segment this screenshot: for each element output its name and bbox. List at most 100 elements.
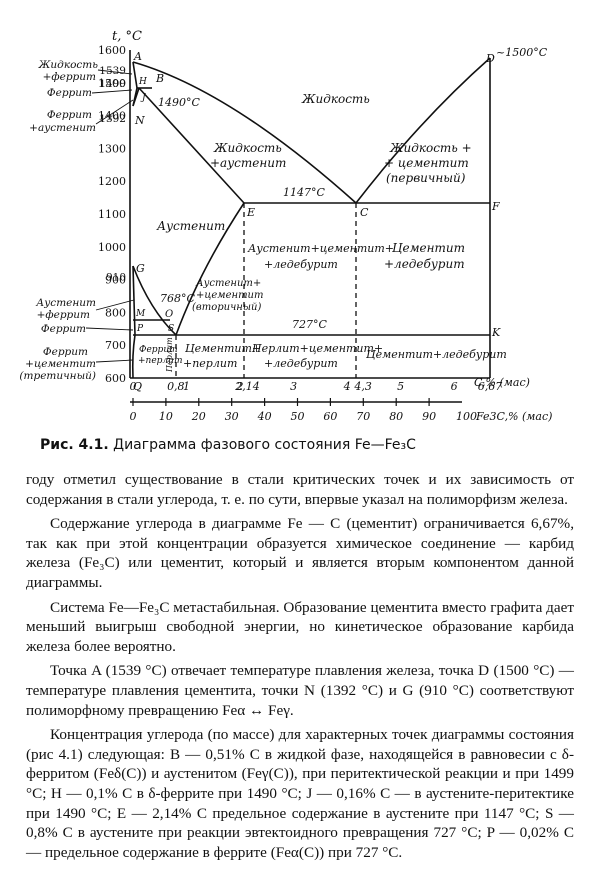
x-bottom-tick-label: 70 <box>356 410 370 423</box>
point-j: J <box>140 93 147 103</box>
x-top-tick-label: 2,14 <box>234 380 260 393</box>
y-axis-title: t, °C <box>112 29 142 44</box>
region-pearlite-vertical: Перлит <box>165 337 174 373</box>
region-austenite: Аустенит <box>156 219 225 233</box>
point-c: C <box>360 206 369 219</box>
x-top-tick-label: 6 <box>451 380 458 393</box>
phase-diagram: 1600150014001300120011001000900800700600… <box>19 29 552 423</box>
solidus-je <box>138 87 245 204</box>
body-text: году отметил существование в стали крити… <box>26 470 574 867</box>
region-cem-pearlite-1: Цементит+ <box>185 342 261 355</box>
point-f: F <box>491 200 500 213</box>
left-aust-ferrite-1: Аустенит <box>35 297 96 309</box>
region-cem-pearlite-2: +перлит <box>183 357 237 370</box>
region-pearl-cem-led-2: +ледебурит <box>264 357 338 370</box>
liquidus-abc <box>132 61 357 204</box>
region-aust-cem-led-2: +ледебурит <box>264 258 338 271</box>
region-aust-cem-sec-1: Аустенит+ <box>195 278 261 289</box>
region-cem-led-2: +ледебурит <box>384 257 465 271</box>
point-labels: A B H J N G M O P S Q E C F K D <box>133 50 501 393</box>
temp-1147: 1147°C <box>283 186 325 199</box>
temperature-labels: 1490°C 1147°C 768°C 727°C <box>158 96 327 331</box>
y-tick-label: 1000 <box>98 241 126 254</box>
point-k: K <box>491 326 501 339</box>
y-special-label: 1539 <box>99 65 126 77</box>
temp-1490: 1490°C <box>158 96 200 109</box>
region-cem-led-low: Цементит+ледебурит <box>366 348 507 361</box>
region-liq-cem-2: + цементит <box>384 156 469 170</box>
phase-lines <box>131 57 491 379</box>
point-d: D <box>485 52 495 65</box>
region-aust-cem-sec-3: (вторичный) <box>192 302 261 313</box>
region-labels: Жидкость Жидкость +аустенит Жидкость + +… <box>138 92 507 370</box>
x-axis-top: 0 0,81 22,14 3 4 4,3 5 6 6,67 <box>130 380 503 393</box>
x-top-tick-label: 0 <box>130 380 137 393</box>
paragraph-3: Система Fe—Fe₃C метастабильная. Образова… <box>26 598 574 655</box>
point-e: E <box>246 206 255 219</box>
y-tick-label: 1400 <box>98 110 126 123</box>
region-liq-cem-3: (первичный) <box>386 171 466 185</box>
x-top-tick-label: 0,8 <box>167 380 185 393</box>
y-special-label: 1392 <box>99 113 126 125</box>
dashed-lines <box>175 203 357 378</box>
region-liq-aust-1: Жидкость <box>213 141 282 155</box>
region-cem-led-1: Цементит <box>392 241 465 255</box>
caption-text: Диаграмма фазового состояния Fe—Fe₃C <box>113 437 416 453</box>
region-aust-cem-sec-2: +цементит <box>196 290 263 301</box>
x-bottom-last: 100 <box>456 410 477 423</box>
d-temperature: ~1500°C <box>496 46 548 59</box>
left-phase-labels: Жидкость +феррит Феррит Феррит +аустенит… <box>19 59 98 382</box>
x-bottom-tick-label: 50 <box>291 410 305 423</box>
region-aust-cem-led-1: Аустенит+цементит+ <box>247 242 394 255</box>
x-top-unit: C,% (мас) <box>474 376 530 389</box>
x-top-tick-label: 5 <box>397 380 404 393</box>
x-top-tick-label: 6,67 <box>478 380 503 393</box>
point-b: B <box>155 72 164 85</box>
y-tick-label: 600 <box>105 372 126 385</box>
y-tick-label: 1500 <box>98 77 126 90</box>
point-n: N <box>134 114 145 127</box>
point-p: P <box>136 324 144 334</box>
x-bottom-tick-label: 90 <box>422 410 436 423</box>
y-special-label: 910 <box>106 271 126 283</box>
paragraph-2: Содержание углерода в диаграмме Fe — C (… <box>26 515 574 591</box>
x-bottom-tick-label: 60 <box>323 410 337 423</box>
region-pearl-cem-led-1: Перлит+цементит+ <box>251 342 383 355</box>
paragraph-1: году отметил существование в стали крити… <box>26 471 574 508</box>
leader-lines <box>85 69 135 363</box>
point-g: G <box>136 262 145 275</box>
y-tick-label: 900 <box>105 274 126 287</box>
point-a: A <box>133 50 142 63</box>
point-s: S <box>168 324 174 334</box>
line-ah <box>132 61 138 89</box>
x-bottom-tick-label: 10 <box>159 410 173 423</box>
left-liq-ferrite-1: Жидкость <box>38 59 99 71</box>
y-axis-ticks: 1600 1500 1400 1300 1200 1100 1000 900 800 700 600… <box>98 44 126 385</box>
paragraph-5: Концентрация углерода (по массе) для хар… <box>26 726 574 861</box>
left-ferrite-low: Феррит <box>41 323 86 335</box>
x-bottom-tick-label: 0 <box>130 410 137 423</box>
temp-768: 768°C <box>160 292 195 305</box>
point-o: O <box>165 309 173 320</box>
point-q: Q <box>133 380 142 393</box>
left-ferrite-aust-2: +аустенит <box>29 122 96 134</box>
left-ferrite-aust-1: Феррит <box>47 109 92 121</box>
line-es <box>175 202 245 336</box>
y-tick-label: 1100 <box>98 208 126 221</box>
line-pq <box>131 334 136 379</box>
line-jn <box>132 87 140 107</box>
x-bottom-unit: Fe3C,% (мас) <box>475 410 552 423</box>
x-top-tick-label: 4 <box>343 380 351 393</box>
y-special-label: 1499 <box>99 78 126 90</box>
left-aust-ferrite-2: +феррит <box>37 309 90 321</box>
line-gs <box>132 265 177 336</box>
region-liq-aust-2: +аустенит <box>210 156 286 170</box>
x-top-tick-label: 1 <box>183 380 190 393</box>
left-ferrite-top: Феррит <box>47 87 92 99</box>
y-tick-label: 1600 <box>98 44 126 57</box>
left-ferrite-cem-1: Феррит <box>43 346 88 358</box>
region-ferrite-pearlite-1: Феррит <box>139 345 178 355</box>
x-top-tick-label: 4,3 <box>353 380 372 393</box>
x-axis-bottom: 0 10 20 30 40 50 60 70 80 90 <box>130 398 436 423</box>
figure-caption: Рис. 4.1. Диаграмма фазового состояния F… <box>40 437 416 453</box>
